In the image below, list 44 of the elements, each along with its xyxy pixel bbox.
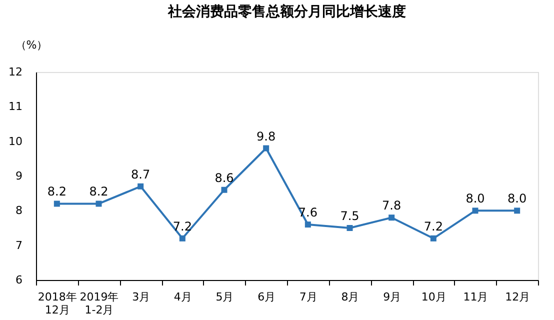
x-tick-label: 5月 [216, 290, 234, 304]
x-tick-label: 10月 [421, 290, 446, 304]
point [54, 200, 60, 207]
point [430, 235, 436, 242]
x-tick-label: 11月 [463, 290, 488, 304]
data-label: 7.2 [172, 219, 192, 234]
x-tick-label: 4月 [174, 290, 192, 304]
x-tick-label: 7月 [299, 290, 318, 304]
data-label: 8.6 [214, 170, 234, 185]
point [514, 208, 520, 214]
data-label: 9.8 [256, 129, 276, 144]
y-tick-label: 6 [16, 274, 22, 286]
x-tick-label: 9月 [383, 290, 402, 304]
point [388, 214, 395, 221]
y-axis-title: （%） [15, 38, 48, 52]
data-label: 7.5 [340, 209, 360, 223]
point [138, 183, 144, 190]
data-label: 8.2 [89, 184, 108, 199]
chart-title: 社会消费品零售总额分月同比增长速度 [167, 3, 406, 20]
x-tick-label: 2018年 12月 [38, 290, 77, 316]
y-tick-label: 10 [8, 134, 22, 148]
x-tick-label: 6月 [258, 290, 276, 304]
y-tick-label: 12 [8, 66, 22, 78]
x-tick-label: 12月 [505, 290, 530, 304]
point [179, 235, 186, 242]
point [96, 200, 102, 207]
data-label: 7.2 [424, 219, 443, 234]
data-label: 7.8 [382, 198, 402, 213]
y-tick-label: 8 [16, 204, 22, 218]
point [263, 145, 270, 152]
y-tick-label: 11 [8, 100, 22, 114]
x-tick-label: 2019年 1-2月 [80, 290, 119, 316]
x-tick-label: 3月 [132, 290, 150, 304]
point [304, 222, 311, 228]
data-label: 8.2 [47, 184, 66, 199]
y-tick-label: 7 [16, 238, 22, 252]
point [221, 186, 228, 193]
data-label: 8.7 [131, 167, 150, 182]
x-tick-label: 8月 [341, 290, 360, 304]
data-label: 8.0 [466, 192, 485, 206]
y-tick-label: 9 [16, 170, 22, 182]
point [346, 225, 353, 231]
data-label: 8.0 [508, 192, 527, 206]
point [472, 208, 478, 214]
